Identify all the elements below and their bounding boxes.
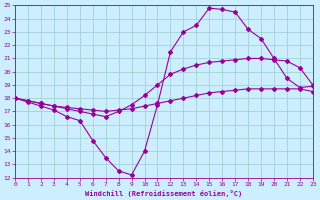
X-axis label: Windchill (Refroidissement éolien,°C): Windchill (Refroidissement éolien,°C) (85, 190, 243, 197)
